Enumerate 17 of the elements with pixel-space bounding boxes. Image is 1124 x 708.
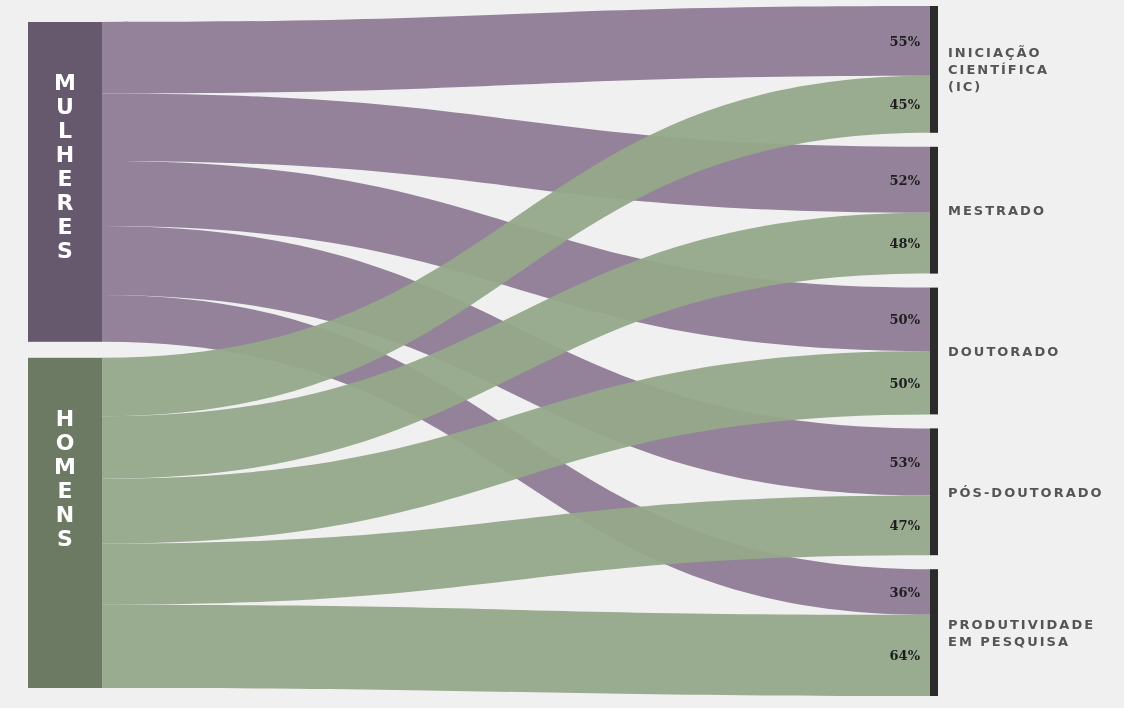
category-label: PÓS-DOUTORADO: [948, 484, 1104, 500]
data-label: 47%: [889, 518, 921, 534]
data-label: 45%: [889, 97, 921, 113]
data-label: 50%: [889, 312, 921, 328]
data-label: 52%: [889, 172, 921, 188]
category-label: MESTRADO: [948, 203, 1046, 219]
data-label: 53%: [889, 455, 921, 470]
category-label: PRODUTIVIDADE EM PESQUISA: [948, 617, 1096, 650]
data-label: 36%: [889, 585, 921, 601]
data-label: 64%: [889, 648, 921, 664]
series-label: MULHERES: [54, 70, 76, 263]
data-label: 48%: [889, 236, 921, 252]
series-label: HOMENS: [54, 405, 76, 551]
category-label: INICIAÇÃO CIENTÍFICA (IC): [948, 45, 1050, 95]
data-label: 50%: [889, 375, 921, 391]
category-label: DOUTORADO: [948, 344, 1061, 359]
data-label: 55%: [889, 33, 921, 49]
